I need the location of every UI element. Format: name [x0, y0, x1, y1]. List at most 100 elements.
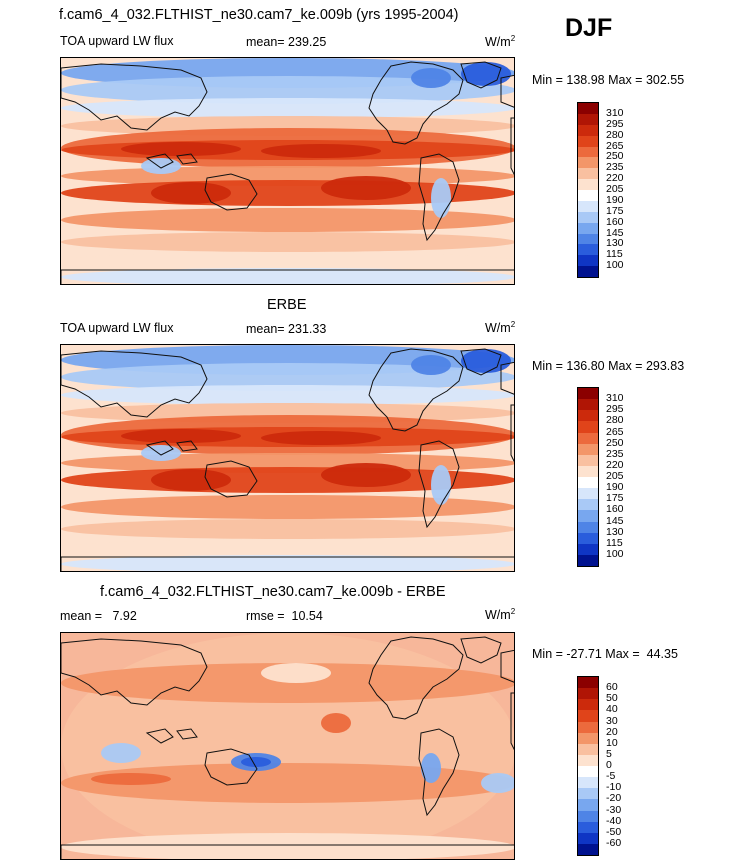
colorbar-swatch [578, 421, 598, 433]
colorbar-tick-label: 115 [606, 248, 623, 261]
colorbar-tick-label: 100 [606, 259, 624, 272]
colorbar-tick-label: 160 [606, 503, 624, 516]
colorbar-tick-label: 0 [606, 759, 612, 771]
panel2-map [60, 344, 515, 572]
colorbar-tick-label: 115 [606, 536, 623, 549]
colorbar-swatch [578, 113, 598, 125]
colorbar-swatch [578, 554, 598, 566]
colorbar-swatch [578, 810, 598, 822]
colorbar-swatch [578, 843, 598, 855]
colorbar-swatch [578, 388, 598, 400]
colorbar-swatch [578, 510, 598, 522]
colorbar-swatch [578, 821, 598, 833]
colorbar-swatch [578, 754, 598, 766]
colorbar-swatch [578, 454, 598, 466]
colorbar-swatch [578, 255, 598, 267]
colorbar-tick-label: 60 [606, 681, 618, 694]
panel3-units: W/m2 [485, 607, 516, 623]
colorbar-tick-label: 280 [606, 414, 624, 427]
colorbar-tick-label: 205 [606, 470, 624, 482]
colorbar-tick-label: -50 [606, 825, 622, 838]
colorbar-tick-label: 250 [606, 436, 624, 449]
colorbar-tick-label: 10 [606, 736, 618, 749]
panel1-colorbar [577, 102, 599, 278]
panel2-title: ERBE [267, 297, 307, 313]
colorbar-swatch [578, 168, 598, 180]
colorbar-tick-label: 295 [606, 117, 624, 130]
colorbar-tick-label: 295 [606, 403, 624, 416]
colorbar-tick-label: 190 [606, 481, 624, 494]
colorbar-swatch [578, 124, 598, 136]
colorbar-tick-label: 100 [606, 547, 624, 560]
colorbar-tick-label: 30 [606, 714, 618, 727]
colorbar-swatch [578, 710, 598, 722]
colorbar-swatch [578, 499, 598, 511]
colorbar-tick-label: 40 [606, 703, 618, 716]
colorbar-swatch [578, 211, 598, 223]
colorbar-tick-label: 130 [606, 237, 624, 250]
colorbar-tick-label: 250 [606, 150, 624, 163]
colorbar-tick-label: 130 [606, 525, 624, 538]
panel1-title: f.cam6_4_032.FLTHIST_ne30.cam7_ke.009b (… [59, 7, 459, 23]
panel2-units: W/m2 [485, 320, 516, 336]
colorbar-swatch [578, 190, 598, 201]
colorbar-tick-label: 220 [606, 172, 624, 185]
panel2-mean-label: mean= 231.33 [246, 322, 327, 336]
panel1-left-label: TOA upward LW flux [60, 34, 174, 48]
panel3-colorbar [577, 676, 599, 856]
colorbar-swatch [578, 699, 598, 711]
colorbar-swatch [578, 799, 598, 811]
colorbar-tick-label: -20 [606, 792, 622, 805]
panel3-title: f.cam6_4_032.FLTHIST_ne30.cam7_ke.009b -… [100, 584, 446, 600]
colorbar-tick-label: 175 [606, 492, 624, 505]
colorbar-swatch [578, 532, 598, 544]
colorbar-swatch [578, 766, 598, 778]
colorbar-tick-label: -40 [606, 814, 622, 827]
colorbar-tick-label: 310 [606, 392, 624, 405]
colorbar-swatch [578, 410, 598, 422]
panel3-minmax: Min = -27.71 Max = 44.35 [532, 647, 678, 661]
panel1-map [60, 57, 515, 285]
colorbar-tick-label: 235 [606, 161, 624, 174]
colorbar-tick-label: 265 [606, 425, 624, 438]
colorbar-swatch [578, 688, 598, 700]
colorbar-swatch [578, 743, 598, 755]
colorbar-swatch [578, 135, 598, 147]
panel3-left-label: mean = 7.92 [60, 609, 137, 623]
colorbar-swatch [578, 832, 598, 844]
colorbar-tick-label: 235 [606, 447, 624, 460]
colorbar-tick-label: 160 [606, 215, 624, 228]
colorbar-tick-label: -30 [606, 803, 622, 816]
colorbar-tick-label: 20 [606, 725, 618, 738]
panel1-units: W/m2 [485, 34, 516, 50]
colorbar-swatch [578, 157, 598, 169]
panel3-map [60, 632, 515, 860]
colorbar-swatch [578, 179, 598, 190]
colorbar-swatch [578, 146, 598, 158]
colorbar-swatch [578, 432, 598, 444]
colorbar-swatch [578, 677, 598, 689]
colorbar-tick-label: -10 [606, 781, 622, 794]
colorbar-swatch [578, 543, 598, 555]
colorbar-swatch [578, 103, 598, 114]
panel2-colorbar [577, 387, 599, 567]
colorbar-swatch [578, 521, 598, 533]
colorbar-tick-label: 280 [606, 128, 624, 141]
colorbar-tick-label: 175 [606, 204, 624, 217]
colorbar-swatch [578, 244, 598, 256]
panel3-rmse-label: rmse = 10.54 [246, 609, 323, 623]
colorbar-swatch [578, 732, 598, 744]
colorbar-swatch [578, 266, 598, 277]
colorbar-swatch [578, 777, 598, 789]
panel2-minmax: Min = 136.80 Max = 293.83 [532, 359, 685, 373]
panel2-left-label: TOA upward LW flux [60, 321, 174, 335]
colorbar-tick-label: 50 [606, 692, 618, 705]
colorbar-swatch [578, 443, 598, 455]
colorbar-swatch [578, 788, 598, 800]
colorbar-tick-label: 5 [606, 747, 612, 760]
season-label: DJF [565, 14, 613, 42]
colorbar-swatch [578, 721, 598, 733]
colorbar-tick-label: 265 [606, 139, 624, 152]
panel1-mean-label: mean= 239.25 [246, 35, 327, 49]
colorbar-tick-label: -60 [606, 836, 622, 849]
